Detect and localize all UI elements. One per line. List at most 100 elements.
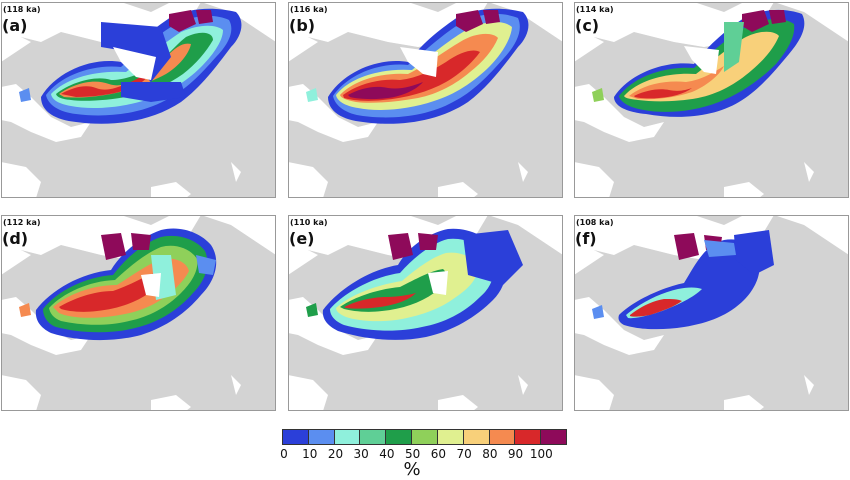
sea-southwest	[288, 162, 328, 198]
sea-southwest	[574, 375, 614, 411]
colorbar-tick-label: 80	[482, 447, 498, 461]
panel-label: (c)	[575, 16, 600, 35]
colorbar-swatch	[308, 430, 335, 444]
panel-label: (a)	[2, 16, 28, 35]
small-ice-cap	[306, 303, 318, 317]
colorbar-swatch	[437, 430, 464, 444]
panel-age: (114 ka)	[576, 5, 614, 14]
ice-free-hole	[684, 46, 719, 74]
map-panel-b: (116 ka) (b)	[288, 2, 563, 198]
ocean-west	[288, 2, 318, 62]
lake	[518, 375, 528, 395]
small-ice-cap	[19, 88, 31, 102]
ice-concentration-band	[348, 82, 423, 100]
map-panel-c: (114 ka) (c)	[574, 2, 849, 198]
ocean-northeast	[201, 2, 276, 42]
colorbar-tick-label: 60	[430, 447, 447, 461]
panel-frame	[1, 2, 276, 198]
ice-concentration-band	[344, 293, 416, 309]
ice-concentration-band	[704, 240, 736, 257]
panel-label: (f)	[575, 229, 597, 248]
ocean-west	[574, 215, 604, 275]
ice-concentration-band	[724, 22, 744, 72]
lake	[231, 375, 241, 395]
ocean-northeast	[774, 215, 849, 255]
panel-label: (b)	[289, 16, 316, 35]
ice-concentration-band	[630, 299, 682, 317]
colorbar-swatch	[360, 430, 387, 444]
panel-frame	[1, 215, 276, 411]
colorbar-swatch	[515, 430, 542, 444]
lake	[231, 162, 241, 182]
sea-south-east	[438, 182, 478, 198]
map-e	[288, 215, 563, 411]
panel-age: (116 ka)	[290, 5, 328, 14]
panel-frame	[288, 215, 563, 411]
colorbar-tick-label: 90	[507, 447, 524, 461]
ice-concentration-band	[61, 70, 151, 97]
small-ice-cap	[592, 88, 604, 102]
lake	[518, 162, 528, 182]
ice-concentration-band	[101, 233, 126, 260]
map-panel-e: (110 ka) (e)	[288, 215, 563, 411]
colorbar-swatch	[334, 430, 361, 444]
ice-concentration-band	[463, 230, 523, 285]
sea-south-east	[151, 395, 191, 411]
map-b	[288, 2, 563, 198]
map-c	[574, 2, 849, 198]
panel-frame	[288, 2, 563, 198]
ice-concentration-band	[674, 233, 699, 260]
colorbar-swatch	[386, 430, 413, 444]
small-ice-cap	[306, 88, 318, 102]
ice-free-hole	[400, 47, 438, 77]
ice-free-hole	[113, 47, 156, 80]
ocean-west	[1, 2, 31, 62]
sea-southwest	[288, 375, 328, 411]
panel-label: (d)	[2, 229, 29, 248]
lake	[804, 162, 814, 182]
panel-age: (118 ka)	[3, 5, 41, 14]
map-panel-f: (108 ka) (f)	[574, 215, 849, 411]
lake	[804, 375, 814, 395]
ice-concentration-band	[131, 233, 151, 250]
ocean-northeast	[774, 2, 849, 42]
panel-frame	[574, 2, 849, 198]
panel-age: (108 ka)	[576, 218, 614, 227]
panel-frame	[574, 215, 849, 411]
ocean-northeast	[488, 2, 563, 42]
ice-concentration-band	[483, 10, 500, 24]
ocean-northeast	[201, 215, 276, 255]
sea-southwest	[1, 162, 41, 198]
ocean-west	[1, 215, 31, 275]
sea-south-east	[438, 395, 478, 411]
colorbar-tick-label: 20	[327, 447, 344, 461]
ice-concentration-band	[769, 10, 786, 24]
ocean-west	[574, 2, 604, 62]
colorbar-swatch	[412, 430, 438, 444]
ice-concentration-band	[388, 233, 413, 260]
ice-concentration-band	[418, 233, 438, 250]
panel-age: (110 ka)	[290, 218, 328, 227]
ice-concentration-band	[59, 43, 191, 98]
sea-southwest	[1, 375, 41, 411]
colorbar-swatch	[463, 430, 490, 444]
ice-concentration-band	[742, 10, 769, 32]
map-panel-a: (118 ka) (a)	[1, 2, 276, 198]
sea-south-east	[724, 182, 764, 198]
ice-concentration-band	[634, 88, 692, 99]
ice-concentration-band	[196, 255, 216, 275]
map-d	[1, 215, 276, 411]
ice-concentration-band	[196, 10, 213, 24]
colorbar-frame	[282, 429, 567, 445]
ocean-northeast	[488, 215, 563, 255]
ice-concentration-band	[59, 271, 162, 312]
colorbar-swatch	[283, 430, 309, 444]
panel-label: (e)	[289, 229, 315, 248]
colorbar-tick-label: 0	[280, 447, 288, 461]
panel-age: (112 ka)	[3, 218, 41, 227]
sea-south-east	[724, 395, 764, 411]
colorbar-tick-label: 40	[379, 447, 395, 461]
colorbar-tick-label: 70	[456, 447, 472, 461]
ocean-west	[288, 215, 318, 275]
colorbar-tick-label: 50	[405, 447, 421, 461]
